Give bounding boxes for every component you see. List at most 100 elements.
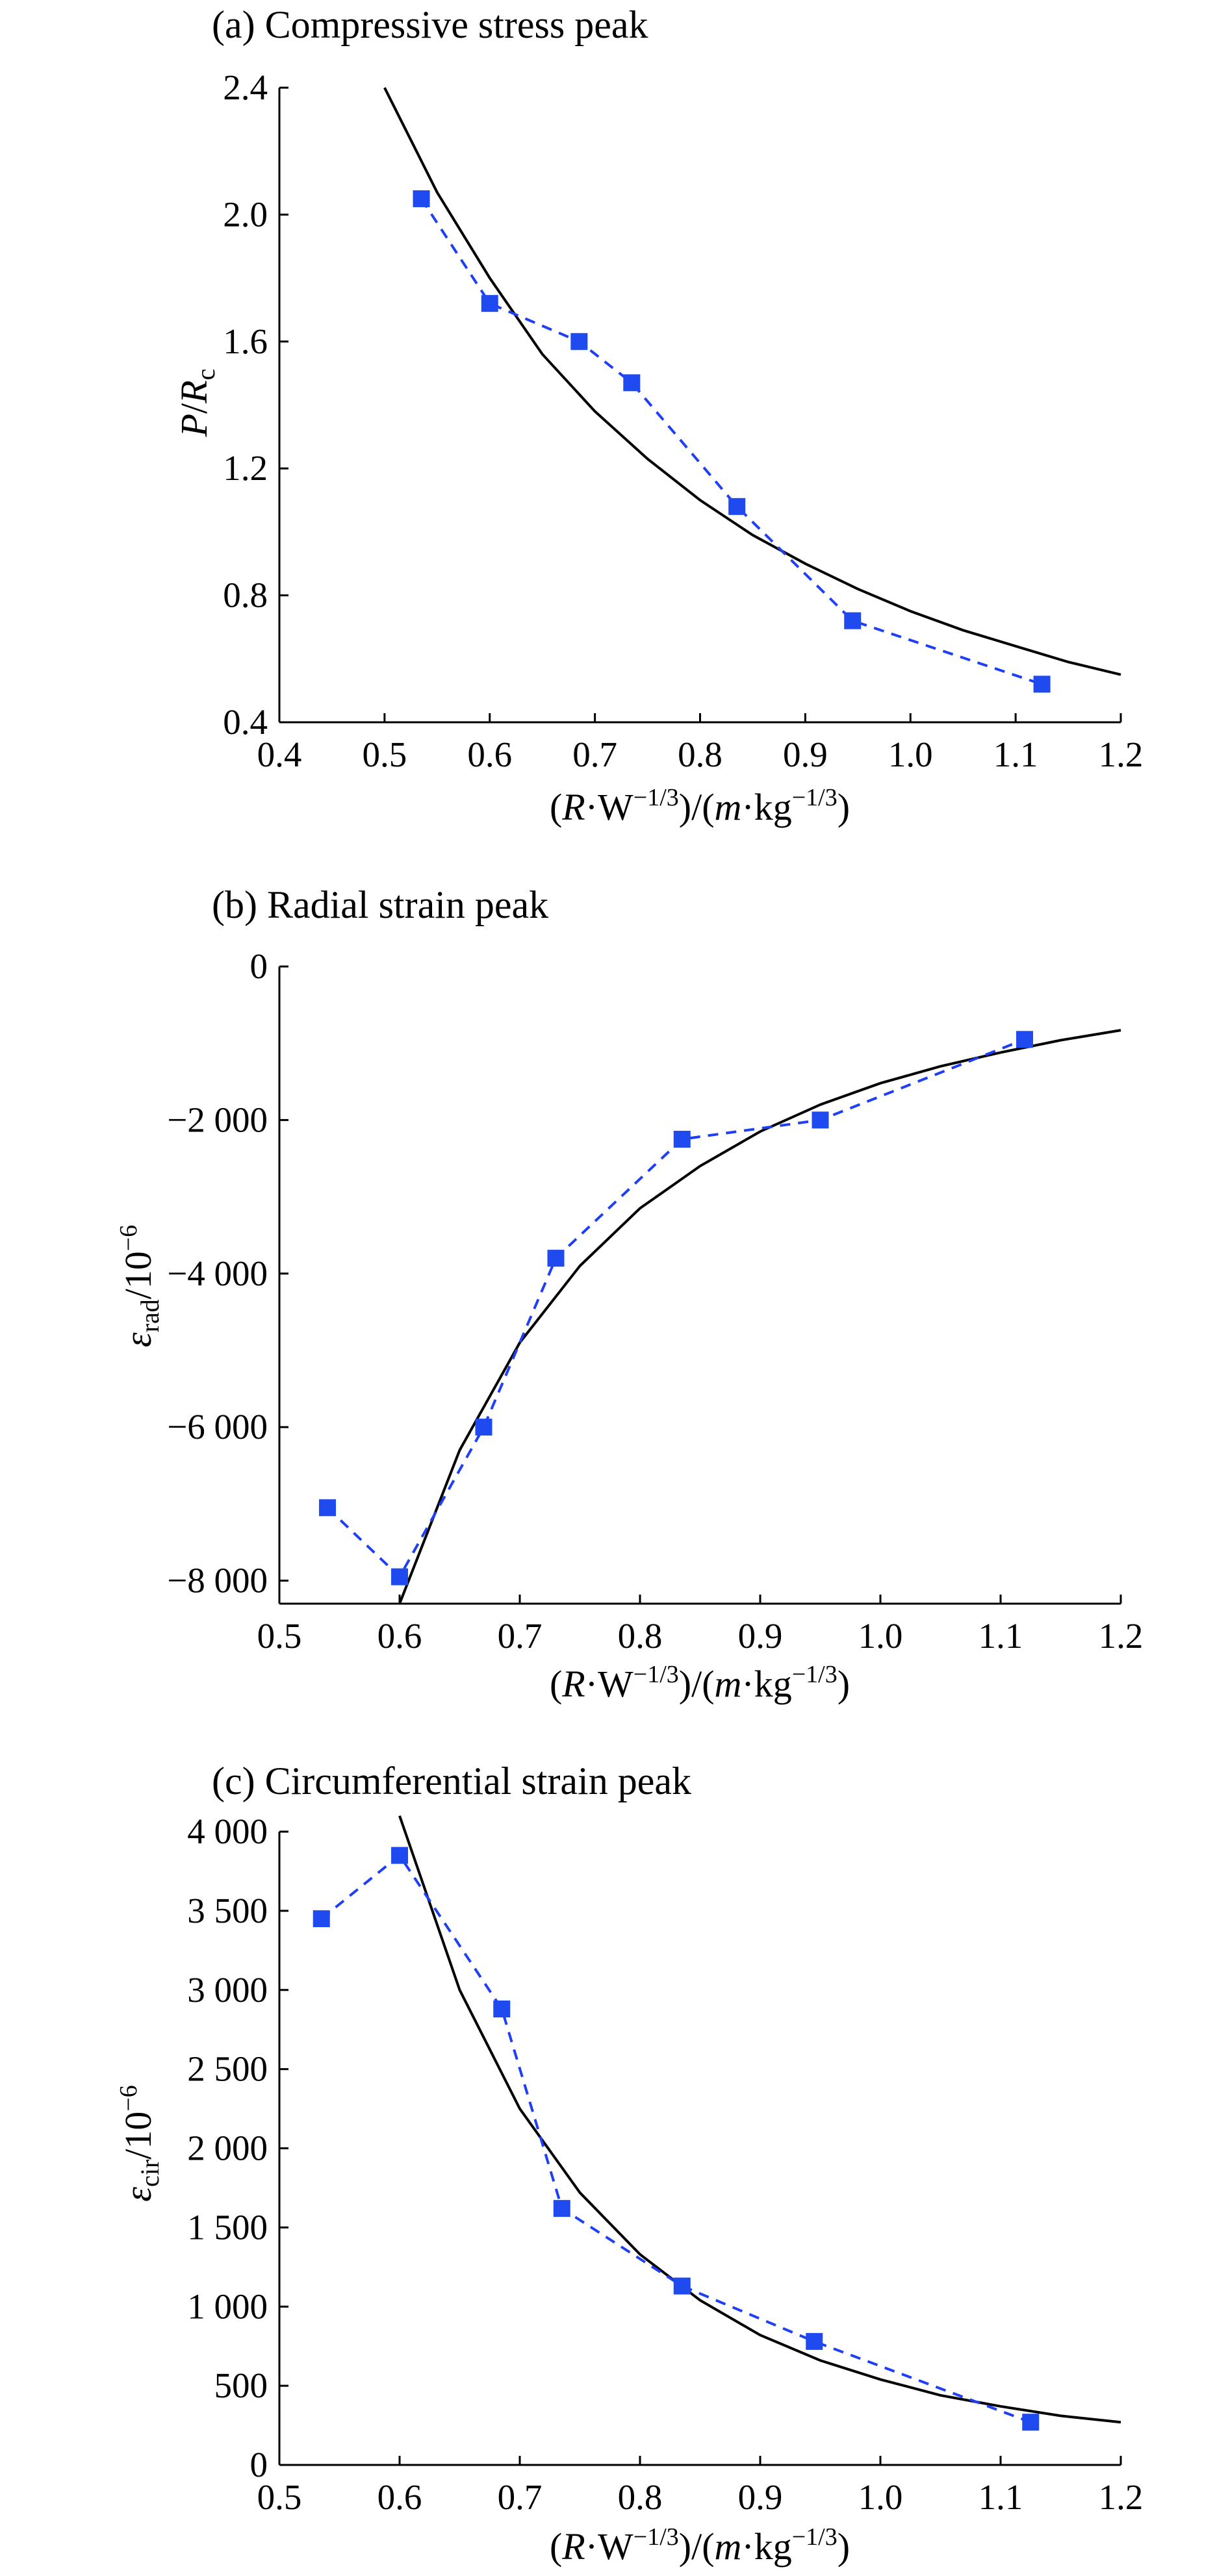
panel-c-y-tick-label: 0 <box>250 2445 268 2484</box>
panel-a-y-tick-label: 0.8 <box>223 575 268 615</box>
panel-a-data-point <box>844 612 862 629</box>
panel-c-ylabel: εcir/10−6 <box>115 2085 164 2202</box>
panel-b-y-tick-label: −6 000 <box>167 1407 268 1446</box>
panel-b-data-point <box>391 1568 408 1585</box>
panel-b-y-tick-label: −8 000 <box>167 1561 268 1600</box>
panel-a-x-tick-label: 0.4 <box>257 735 302 774</box>
panel-a-data-point <box>481 295 498 312</box>
panel-a-fit-curve <box>383 87 1121 676</box>
panel-c-data-point <box>553 2200 570 2217</box>
panel-c-xlabel: (R·W−1/3)/(m·kg−1/3) <box>550 2523 850 2568</box>
panel-c-y-tick-label: 4 000 <box>187 1812 268 1851</box>
panel-b-x-tick-label: 1.1 <box>979 1616 1023 1656</box>
panel-b-x-tick-label: 0.8 <box>618 1616 663 1656</box>
panel-c-x-tick-label: 0.7 <box>498 2477 543 2517</box>
panel-b-x-tick-label: 0.7 <box>498 1616 543 1656</box>
panel-a-plot-area <box>383 87 1121 693</box>
panel-c-x-tick-label: 0.9 <box>738 2477 783 2517</box>
panel-b-x-tick-label: 0.9 <box>738 1616 783 1656</box>
panel-c-y-tick-label: 3 000 <box>187 1970 268 2010</box>
panel-c: (c) Circumferential strain peak 0.5 0.6 0.… <box>115 1760 1143 2568</box>
panel-b: (b) Radial strain peak 0.5 0.6 0.7 0.8 0.9 1.… <box>115 883 1143 1705</box>
panel-a-x-tick-label: 0.8 <box>678 735 723 774</box>
panel-a-title: (a) Compressive stress peak <box>212 3 648 46</box>
panel-c-y-tick-label: 1 000 <box>187 2286 268 2326</box>
panel-b-data-point <box>812 1111 829 1129</box>
panel-c-x-tick-label: 1.1 <box>979 2477 1023 2517</box>
panel-b-ticks: 0.5 0.6 0.7 0.8 0.9 1.0 1.1 1.2 0 −2 000 −4 000 −6 … <box>167 946 1143 1656</box>
panel-a-measured-line <box>420 197 1043 686</box>
panel-c-data-point <box>673 2277 691 2295</box>
panel-a-y-tick-label: 2.4 <box>223 68 268 107</box>
panel-b-data-point <box>1016 1031 1033 1048</box>
svg-text:εrad/10−6: εrad/10−6 <box>115 1225 164 1348</box>
panel-a-ticks: 0.4 0.5 0.6 0.7 0.8 0.9 1.0 1.1 1.2 0.4 0.8 1.2 1.6 2… <box>223 68 1143 774</box>
panel-a: (a) Compressive stress peak 0.4 0.5 0.6 0.7… <box>173 3 1143 828</box>
panel-c-y-tick-label: 2 500 <box>187 2049 268 2089</box>
panel-b-y-tick-label: 0 <box>250 946 268 986</box>
panel-b-x-tick-label: 0.6 <box>377 1616 422 1656</box>
svg-text:(R·W−1/3)/(m·kg−1/3): (R·W−1/3)/(m·kg−1/3) <box>550 784 850 828</box>
panel-b-data-point <box>673 1130 691 1148</box>
panel-a-y-tick-label: 1.6 <box>223 322 268 361</box>
panel-a-x-tick-label: 0.9 <box>783 735 828 774</box>
svg-text:(R·W−1/3)/(m·kg−1/3): (R·W−1/3)/(m·kg−1/3) <box>550 2523 850 2568</box>
panel-c-x-tick-label: 0.6 <box>377 2477 422 2517</box>
panel-c-ticks: 0.5 0.6 0.7 0.8 0.9 1.0 1.1 1.2 0 500 1 000 1 500 2 … <box>187 1812 1143 2517</box>
panel-b-fit-curve <box>398 1029 1121 1604</box>
panel-b-xlabel: (R·W−1/3)/(m·kg−1/3) <box>550 1661 850 1705</box>
panel-a-y-tick-label: 1.2 <box>223 448 268 488</box>
panel-b-ylabel: εrad/10−6 <box>115 1225 164 1348</box>
panel-c-data-point <box>1022 2414 1040 2431</box>
panel-a-data-point <box>570 333 588 350</box>
panel-b-y-tick-label: −2 000 <box>167 1100 268 1139</box>
panel-b-data-point <box>319 1499 336 1517</box>
panel-a-x-tick-label: 0.5 <box>363 735 407 774</box>
panel-c-data-point <box>391 1847 408 1864</box>
panel-a-y-tick-label: 2.0 <box>223 194 268 234</box>
panel-a-data-point <box>413 190 430 207</box>
panel-b-axes <box>278 966 1121 1605</box>
panel-c-data-point <box>313 1910 330 1928</box>
panel-a-ylabel: P/Rc <box>173 369 220 438</box>
panel-b-measured-line <box>326 1038 1025 1579</box>
panel-b-data-point <box>475 1419 492 1436</box>
panel-a-y-tick-label: 0.4 <box>223 702 268 742</box>
panel-c-plot-area <box>313 1815 1121 2431</box>
panel-a-x-tick-label: 1.1 <box>993 735 1038 774</box>
panel-b-title: (b) Radial strain peak <box>212 883 548 926</box>
panel-c-axes <box>278 1832 1121 2466</box>
panel-a-data-point <box>728 498 746 515</box>
panel-b-data-point <box>547 1250 565 1267</box>
panel-c-y-tick-label: 2 000 <box>187 2128 268 2168</box>
panel-c-x-tick-label: 1.2 <box>1099 2477 1144 2517</box>
panel-c-measured-line <box>320 1853 1031 2424</box>
panel-c-data-point <box>806 2332 823 2350</box>
panel-b-x-tick-label: 0.5 <box>257 1616 302 1656</box>
panel-a-x-tick-label: 0.7 <box>572 735 617 774</box>
panel-a-axes <box>278 88 1121 724</box>
panel-c-fit-curve <box>398 1815 1121 2424</box>
panel-a-data-point <box>1033 676 1051 693</box>
svg-text:(R·W−1/3)/(m·kg−1/3): (R·W−1/3)/(m·kg−1/3) <box>550 1661 850 1705</box>
svg-text:εcir/10−6: εcir/10−6 <box>115 2085 164 2202</box>
panel-b-x-tick-label: 1.2 <box>1099 1616 1144 1656</box>
panel-a-xlabel: (R·W−1/3)/(m·kg−1/3) <box>550 784 850 828</box>
panel-a-data-point <box>623 374 641 392</box>
panel-a-x-tick-label: 1.0 <box>888 735 933 774</box>
panel-c-x-tick-label: 0.5 <box>257 2477 302 2517</box>
panel-c-title: (c) Circumferential strain peak <box>212 1760 691 1802</box>
panel-a-x-tick-label: 1.2 <box>1099 735 1144 774</box>
panel-c-y-tick-label: 500 <box>214 2366 268 2405</box>
panel-c-x-tick-label: 0.8 <box>618 2477 663 2517</box>
panel-a-x-tick-label: 0.6 <box>467 735 512 774</box>
panel-c-x-tick-label: 1.0 <box>858 2477 903 2517</box>
panel-c-y-tick-label: 1 500 <box>187 2207 268 2247</box>
panel-c-data-point <box>493 2001 511 2017</box>
panel-b-plot-area <box>319 1029 1121 1604</box>
panel-b-y-tick-label: −4 000 <box>167 1254 268 1293</box>
panel-c-y-tick-label: 3 500 <box>187 1891 268 1930</box>
svg-text:P/Rc: P/Rc <box>173 369 220 438</box>
panel-b-x-tick-label: 1.0 <box>858 1616 903 1656</box>
